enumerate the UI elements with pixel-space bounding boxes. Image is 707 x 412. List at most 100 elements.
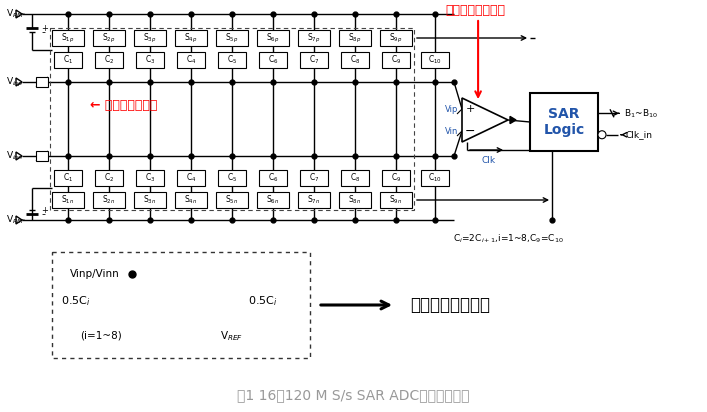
Text: C$_6$: C$_6$ <box>268 172 279 184</box>
Text: S$_{7n}$: S$_{7n}$ <box>308 194 321 206</box>
Text: Clk_in: Clk_in <box>626 130 653 139</box>
Text: S$_{8n}$: S$_{8n}$ <box>349 194 362 206</box>
Bar <box>216 192 248 208</box>
Text: S$_{3p}$: S$_{3p}$ <box>144 31 157 44</box>
Bar <box>134 192 166 208</box>
Bar <box>93 30 125 46</box>
Text: C$_5$: C$_5$ <box>227 54 237 66</box>
Bar <box>52 30 84 46</box>
Text: 图1 16位120 M S/s SAR ADC总体结构原理: 图1 16位120 M S/s SAR ADC总体结构原理 <box>237 388 469 402</box>
Bar <box>36 77 48 87</box>
Text: C$_4$: C$_4$ <box>186 54 197 66</box>
Text: C$_3$: C$_3$ <box>145 54 156 66</box>
Polygon shape <box>16 216 22 224</box>
Bar <box>530 93 598 151</box>
Text: C$_1$: C$_1$ <box>63 172 73 184</box>
Polygon shape <box>16 152 22 160</box>
Bar <box>177 170 205 186</box>
Bar <box>298 30 330 46</box>
Text: C$_i$=2C$_{i+1}$,i=1~8,C$_9$=C$_{10}$: C$_i$=2C$_{i+1}$,i=1~8,C$_9$=C$_{10}$ <box>453 232 563 244</box>
Bar <box>216 30 248 46</box>
Bar <box>136 170 164 186</box>
Text: V$_{REF}$: V$_{REF}$ <box>6 214 26 226</box>
Text: 0.5C$_i$: 0.5C$_i$ <box>248 294 278 308</box>
Bar <box>259 52 287 68</box>
Bar <box>298 192 330 208</box>
Text: V$_{inn}$: V$_{inn}$ <box>6 150 23 162</box>
Text: S$_{1n}$: S$_{1n}$ <box>62 194 75 206</box>
Polygon shape <box>16 78 22 86</box>
Bar <box>54 170 82 186</box>
Text: 0.5C$_i$: 0.5C$_i$ <box>62 294 91 308</box>
Text: C$_{10}$: C$_{10}$ <box>428 172 442 184</box>
Text: -: - <box>41 27 45 37</box>
Polygon shape <box>16 10 22 18</box>
Polygon shape <box>462 98 508 142</box>
Text: C$_{10}$: C$_{10}$ <box>428 54 442 66</box>
Text: Logic: Logic <box>544 123 585 137</box>
Text: S$_{6p}$: S$_{6p}$ <box>267 31 280 44</box>
Bar <box>341 170 369 186</box>
Text: S$_{4p}$: S$_{4p}$ <box>185 31 198 44</box>
Bar <box>382 52 410 68</box>
Bar <box>341 52 369 68</box>
Bar <box>95 52 123 68</box>
Bar <box>95 170 123 186</box>
Text: V$_{REF}$: V$_{REF}$ <box>221 329 243 343</box>
Bar <box>218 52 246 68</box>
Text: Clk: Clk <box>482 156 496 165</box>
Text: +: + <box>41 206 48 215</box>
Text: S$_{8p}$: S$_{8p}$ <box>349 31 362 44</box>
Bar <box>339 192 371 208</box>
Text: S$_{6n}$: S$_{6n}$ <box>267 194 280 206</box>
Bar <box>259 170 287 186</box>
Bar <box>134 30 166 46</box>
Text: C$_7$: C$_7$ <box>309 172 319 184</box>
Text: S$_{9p}$: S$_{9p}$ <box>390 31 403 44</box>
Text: C$_2$: C$_2$ <box>104 172 114 184</box>
Text: +: + <box>41 23 48 33</box>
Bar <box>300 52 328 68</box>
Bar <box>257 30 289 46</box>
Text: −: − <box>464 124 475 138</box>
Circle shape <box>598 131 606 139</box>
Bar <box>177 52 205 68</box>
Bar <box>175 30 207 46</box>
Bar <box>36 151 48 161</box>
Text: S$_{2p}$: S$_{2p}$ <box>103 31 116 44</box>
Text: C$_6$: C$_6$ <box>268 54 279 66</box>
Bar <box>257 192 289 208</box>
Text: SAR: SAR <box>548 107 580 121</box>
Bar <box>93 192 125 208</box>
Text: C$_9$: C$_9$ <box>391 172 401 184</box>
Text: B$_1$~B$_{10}$: B$_1$~B$_{10}$ <box>624 107 658 119</box>
Text: C$_5$: C$_5$ <box>227 172 237 184</box>
Text: C$_8$: C$_8$ <box>350 54 360 66</box>
Text: S$_{3n}$: S$_{3n}$ <box>144 194 157 206</box>
Text: C$_7$: C$_7$ <box>309 54 319 66</box>
Text: V$_{inp}$: V$_{inp}$ <box>6 75 24 89</box>
Bar <box>339 30 371 46</box>
Bar <box>52 252 310 358</box>
Bar <box>52 192 84 208</box>
Text: ← 高线性采样开关: ← 高线性采样开关 <box>90 98 158 112</box>
Bar <box>50 28 414 210</box>
Text: Vinp/Vinn: Vinp/Vinn <box>70 269 120 279</box>
Polygon shape <box>510 117 516 124</box>
Bar <box>382 170 410 186</box>
Bar <box>54 52 82 68</box>
Text: C$_1$: C$_1$ <box>63 54 73 66</box>
Bar <box>380 30 412 46</box>
Text: C$_8$: C$_8$ <box>350 172 360 184</box>
Text: +: + <box>465 104 474 114</box>
Text: (i=1~8): (i=1~8) <box>80 331 122 341</box>
Text: 高速低噪声比较器: 高速低噪声比较器 <box>445 3 505 16</box>
Text: C$_4$: C$_4$ <box>186 172 197 184</box>
Text: S$_{4n}$: S$_{4n}$ <box>185 194 198 206</box>
Bar <box>380 192 412 208</box>
Text: S$_{1p}$: S$_{1p}$ <box>62 31 75 44</box>
Bar <box>421 52 449 68</box>
Bar <box>218 170 246 186</box>
Bar <box>175 192 207 208</box>
Text: S$_{9n}$: S$_{9n}$ <box>390 194 403 206</box>
